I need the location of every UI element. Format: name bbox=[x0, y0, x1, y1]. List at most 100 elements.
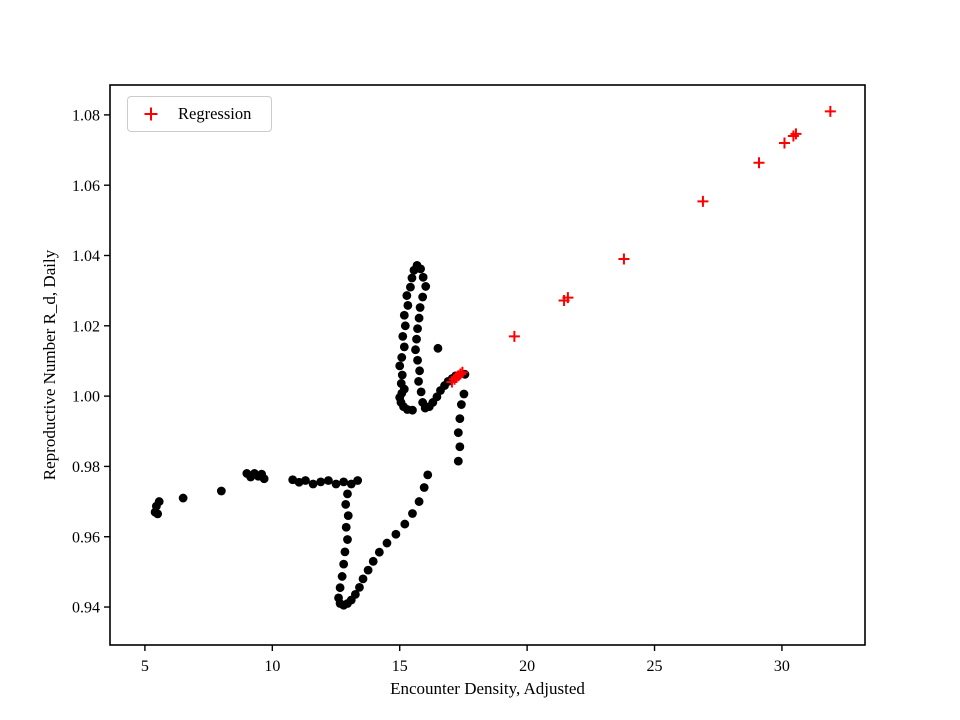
y-tick-label: 1.08 bbox=[72, 107, 100, 124]
data-point bbox=[453, 456, 463, 466]
data-point bbox=[414, 313, 424, 323]
data-point bbox=[339, 559, 349, 569]
data-point bbox=[178, 493, 188, 503]
data-point bbox=[154, 497, 164, 506]
data-point bbox=[335, 583, 345, 593]
y-tick-label: 1.02 bbox=[72, 318, 100, 335]
data-point bbox=[455, 414, 465, 424]
data-point bbox=[153, 509, 163, 519]
data-point bbox=[418, 272, 428, 282]
regression-point bbox=[562, 292, 574, 304]
data-point bbox=[413, 324, 422, 334]
y-tick-label: 0.98 bbox=[72, 459, 100, 476]
regression-point bbox=[824, 105, 836, 117]
data-point bbox=[391, 529, 401, 539]
regression-point bbox=[753, 157, 765, 169]
data-point bbox=[343, 511, 353, 521]
regression-point bbox=[456, 366, 468, 378]
data-point bbox=[415, 366, 424, 376]
data-point bbox=[408, 509, 417, 518]
x-tick-label: 30 bbox=[774, 658, 790, 675]
y-axis-label: Reproductive Number R_d, Daily bbox=[40, 249, 59, 481]
data-point bbox=[416, 387, 426, 397]
data-point bbox=[411, 345, 420, 355]
data-point bbox=[337, 572, 347, 581]
legend-label: Regression bbox=[178, 104, 252, 123]
data-point bbox=[339, 477, 349, 487]
data-point bbox=[216, 486, 226, 496]
data-point bbox=[259, 474, 269, 484]
data-point bbox=[363, 565, 373, 575]
data-point bbox=[343, 535, 352, 544]
x-tick-label: 20 bbox=[519, 658, 535, 675]
data-point bbox=[396, 379, 406, 388]
regression-point bbox=[778, 137, 790, 149]
data-point bbox=[341, 499, 351, 509]
data-point bbox=[340, 547, 350, 557]
data-point bbox=[455, 442, 465, 452]
data-point bbox=[407, 273, 417, 283]
data-point bbox=[418, 292, 428, 302]
x-tick-label: 25 bbox=[647, 658, 663, 675]
y-axis-ticks: 0.94 0.96 0.98 1.00 1.02 1.04 1.06 1.08 bbox=[72, 107, 110, 617]
data-point bbox=[368, 556, 378, 566]
data-point bbox=[358, 574, 368, 584]
data-point bbox=[343, 489, 352, 499]
regression-point bbox=[508, 330, 520, 342]
data-point bbox=[353, 476, 363, 485]
data-point bbox=[316, 477, 326, 487]
data-point bbox=[423, 470, 433, 480]
data-point bbox=[308, 479, 318, 489]
data-point bbox=[350, 589, 360, 599]
data-point bbox=[397, 353, 407, 362]
data-point bbox=[400, 519, 410, 529]
regression-point bbox=[618, 253, 630, 265]
regression-point bbox=[454, 368, 466, 380]
scatter-series-Regression bbox=[446, 105, 836, 388]
data-point bbox=[415, 303, 425, 312]
regression-point bbox=[697, 195, 709, 207]
data-point bbox=[419, 483, 429, 492]
data-point bbox=[413, 355, 422, 365]
data-point bbox=[402, 291, 412, 300]
data-point bbox=[374, 547, 384, 557]
data-point bbox=[301, 476, 310, 485]
data-point bbox=[406, 282, 415, 292]
data-point bbox=[398, 331, 408, 341]
data-point bbox=[395, 361, 405, 371]
data-point bbox=[331, 479, 341, 489]
data-point bbox=[382, 538, 392, 548]
legend: Regression bbox=[127, 96, 273, 132]
data-point bbox=[456, 400, 466, 409]
y-tick-label: 1.04 bbox=[72, 248, 100, 265]
x-tick-label: 5 bbox=[141, 658, 149, 675]
regression-point bbox=[787, 130, 799, 142]
data-point bbox=[453, 428, 463, 438]
x-axis-label: Encounter Density, Adjusted bbox=[390, 679, 585, 698]
data-point bbox=[412, 334, 421, 344]
x-tick-label: 15 bbox=[392, 658, 408, 675]
data-point bbox=[355, 582, 364, 592]
data-point bbox=[403, 301, 413, 310]
y-tick-label: 0.94 bbox=[72, 600, 100, 617]
y-tick-label: 1.00 bbox=[72, 389, 100, 406]
data-point bbox=[414, 497, 424, 506]
regression-point bbox=[790, 128, 802, 140]
data-point bbox=[397, 370, 407, 380]
data-point bbox=[421, 282, 431, 291]
data-point bbox=[399, 310, 409, 320]
data-point bbox=[399, 342, 409, 352]
data-point bbox=[433, 343, 443, 353]
y-tick-label: 1.06 bbox=[72, 178, 100, 195]
plot-frame bbox=[109, 84, 866, 646]
scatter-series-observations bbox=[150, 260, 470, 610]
data-point bbox=[323, 476, 333, 485]
data-point bbox=[459, 389, 469, 399]
regression-plus-icon bbox=[144, 107, 158, 121]
data-point bbox=[416, 264, 426, 274]
x-axis-ticks: 5 10 15 20 25 30 bbox=[141, 645, 790, 675]
data-point bbox=[400, 321, 410, 331]
data-point bbox=[414, 376, 423, 386]
